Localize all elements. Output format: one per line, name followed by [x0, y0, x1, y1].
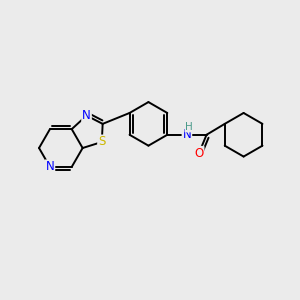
Text: O: O	[194, 147, 203, 160]
Text: H: H	[185, 122, 193, 132]
Text: S: S	[98, 136, 106, 148]
Text: N: N	[46, 160, 54, 173]
Text: N: N	[82, 109, 91, 122]
Text: N: N	[183, 128, 191, 141]
